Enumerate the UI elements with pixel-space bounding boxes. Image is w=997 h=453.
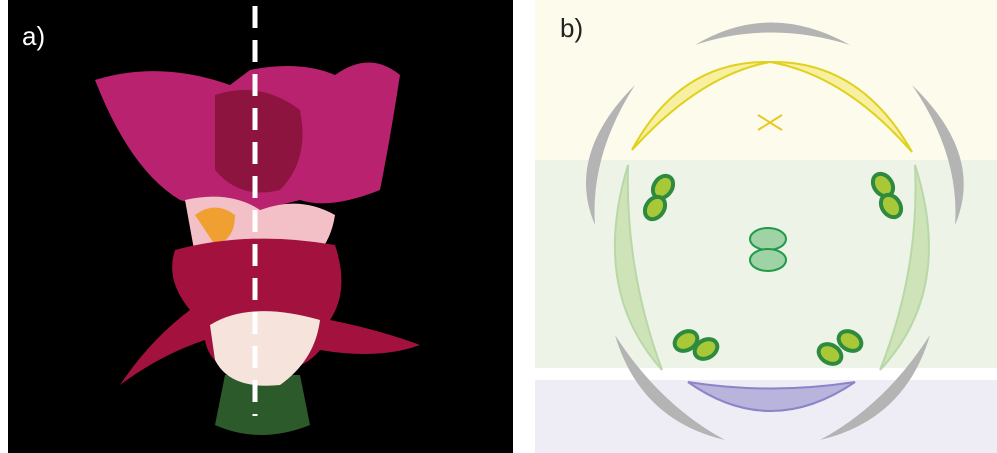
panel-label: a) [22, 21, 45, 51]
shape [750, 249, 786, 271]
panel-label: b) [560, 13, 583, 43]
figure: a) b) [0, 0, 997, 453]
panel-a: a) [8, 0, 513, 453]
petal-shade [215, 90, 303, 193]
shape [750, 228, 786, 250]
panel-b: b) [535, 0, 997, 453]
